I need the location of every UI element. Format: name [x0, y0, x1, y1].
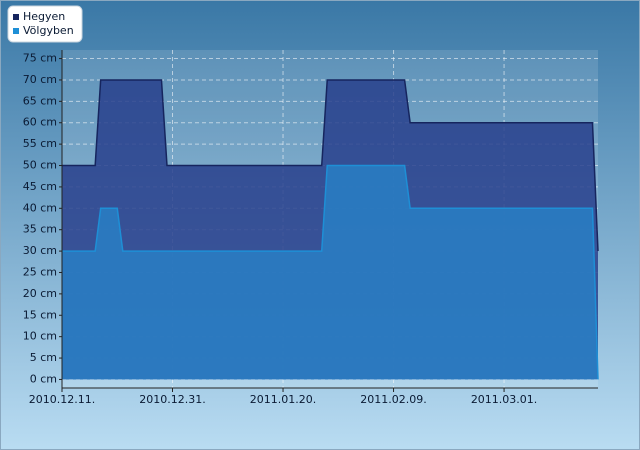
x-tick-label: 2011.01.20.	[250, 393, 316, 406]
y-tick-label: 55 cm	[23, 137, 57, 150]
y-tick-label: 15 cm	[23, 308, 57, 321]
y-tick-label: 35 cm	[23, 223, 57, 236]
y-tick-label: 45 cm	[23, 180, 57, 193]
legend-swatch	[13, 14, 19, 20]
area-line	[62, 164, 599, 380]
y-tick-label: 50 cm	[23, 159, 57, 172]
y-tick-label: 70 cm	[23, 73, 57, 86]
x-tick-label: 2010.12.31.	[139, 393, 205, 406]
x-tick-label: 2010.12.11.	[29, 393, 95, 406]
x-tick-label: 2011.02.09.	[360, 393, 426, 406]
y-tick-label: 60 cm	[23, 116, 57, 129]
legend-swatch	[13, 28, 19, 34]
y-tick-label: 0 cm	[30, 372, 57, 385]
y-tick-label: 10 cm	[23, 330, 57, 343]
legend-box	[7, 5, 83, 43]
legend-label: Völgyben	[23, 24, 74, 37]
legend-label: Hegyen	[23, 10, 65, 23]
y-tick-label: 65 cm	[23, 94, 57, 107]
area-line	[62, 79, 599, 252]
y-tick-label: 5 cm	[30, 351, 57, 364]
y-tick-label: 75 cm	[23, 52, 57, 65]
y-tick-label: 25 cm	[23, 265, 57, 278]
y-tick-label: 30 cm	[23, 244, 57, 257]
area-fill	[62, 165, 598, 380]
x-tick-label: 2011.03.01.	[471, 393, 537, 406]
y-tick-label: 40 cm	[23, 201, 57, 214]
y-tick-label: 20 cm	[23, 287, 57, 300]
